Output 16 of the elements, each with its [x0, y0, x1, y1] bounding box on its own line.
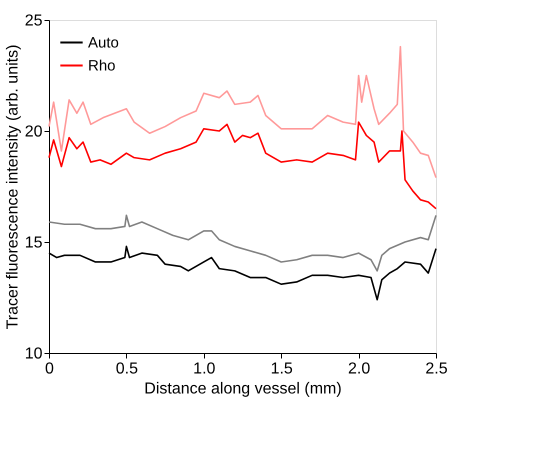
x-axis-title: Distance along vessel (mm)	[144, 380, 342, 398]
y-tick-label: 20	[24, 124, 43, 140]
line-series	[48, 121, 437, 210]
x-tick-label: 0.5	[116, 360, 138, 378]
x-tick-label: 2.0	[348, 360, 370, 378]
y-tick-label: 10	[24, 346, 43, 362]
y-tick-label: 15	[24, 234, 43, 252]
x-tick-label: 2.5	[425, 360, 448, 378]
x-tick-label: 1.0	[193, 360, 216, 378]
x-tick-label: 0	[45, 360, 54, 378]
y-axis-title: Tracer fluorescence intensity (arb. units)	[4, 44, 22, 330]
x-tick-label: 1.5	[270, 360, 293, 378]
legend-label: Auto	[88, 34, 119, 52]
y-tick-label: 25	[24, 12, 43, 30]
legend-label: Rho	[88, 58, 116, 74]
line-series	[48, 214, 437, 272]
